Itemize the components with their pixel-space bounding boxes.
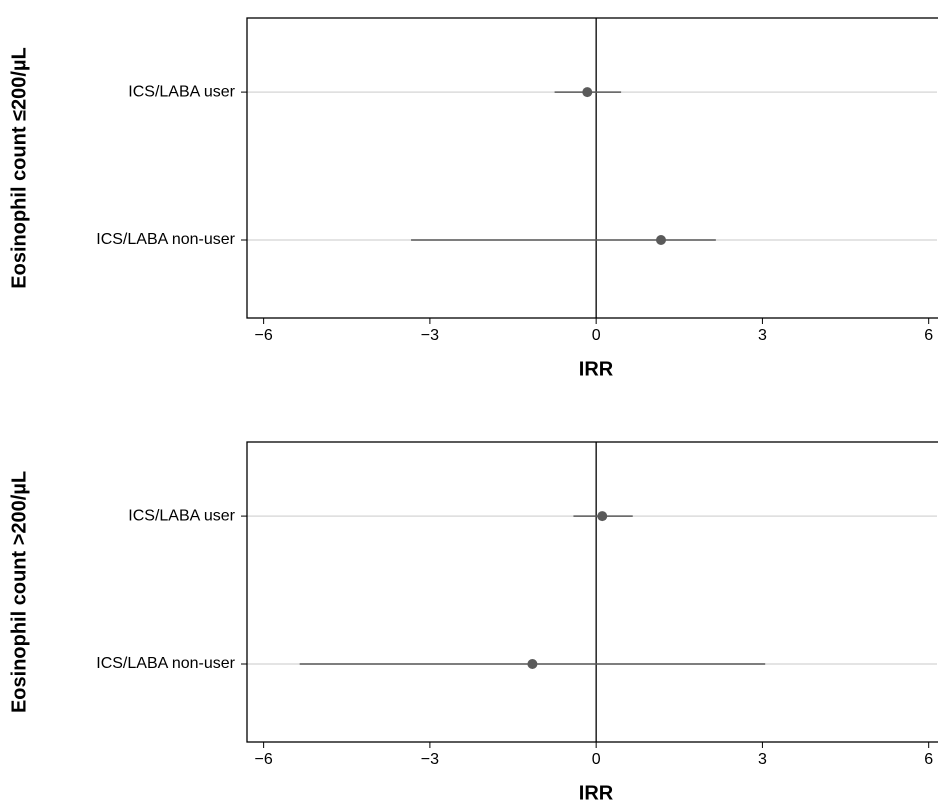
x-tick-label: 0 [592,327,601,344]
x-tick-label: −6 [255,327,273,344]
category-label: ICS/LABA user [128,507,235,524]
x-axis-label: IRR [579,782,614,804]
category-label: ICS/LABA user [128,83,235,100]
y-axis-label: Eosinophil count ≤200/µL [8,47,30,288]
point-estimate [597,511,608,522]
plot-frame [246,441,938,743]
x-tick-label: 3 [758,327,767,344]
x-tick-label: 3 [758,751,767,768]
x-tick-label: −6 [255,751,273,768]
x-tick-label: 6 [924,327,933,344]
point-estimate [527,659,538,669]
plot-frame [246,17,938,319]
x-axis-label: IRR [579,358,614,380]
category-label: ICS/LABA non-user [96,655,235,672]
y-axis-label: Eosinophil count >200/µL [8,471,30,713]
x-tick-label: −3 [421,751,439,768]
point-estimate [656,235,666,245]
x-tick-label: −3 [421,327,439,344]
category-label: ICS/LABA non-user [96,231,235,248]
x-tick-label: 6 [924,751,933,768]
point-estimate [582,87,593,98]
x-tick-label: 0 [592,751,601,768]
